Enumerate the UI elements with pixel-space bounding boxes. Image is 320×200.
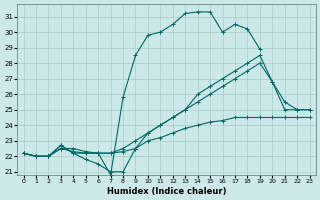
X-axis label: Humidex (Indice chaleur): Humidex (Indice chaleur) xyxy=(107,187,226,196)
